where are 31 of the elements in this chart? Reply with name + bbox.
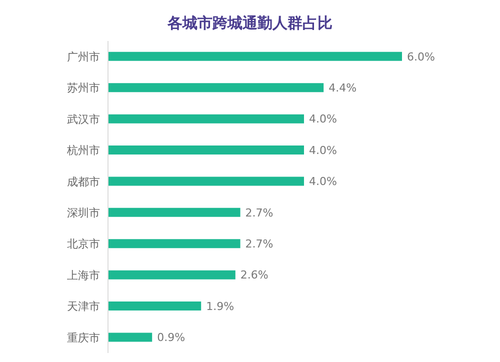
- data-label: 4.0%: [309, 175, 337, 188]
- bar: [108, 114, 304, 124]
- y-tick-label: 深圳市: [67, 206, 100, 220]
- chart-title: 各城市跨城通勤人群占比: [166, 13, 334, 34]
- bar: [108, 270, 236, 280]
- y-tick-label: 重庆市: [67, 331, 100, 344]
- y-tick-label: 成都市: [67, 175, 100, 188]
- bar: [108, 83, 324, 92]
- data-label: 2.7%: [245, 206, 274, 220]
- y-tick-label: 杭州市: [66, 144, 100, 158]
- data-label: 4.4%: [328, 82, 357, 95]
- data-label: 2.7%: [245, 238, 274, 251]
- bar: [108, 302, 202, 311]
- data-label: 6.0%: [407, 50, 435, 64]
- bar: [108, 239, 240, 248]
- y-tick-label: 广州市: [67, 50, 100, 64]
- y-tick-label: 北京市: [67, 238, 100, 251]
- y-tick-label: 苏州市: [67, 82, 100, 95]
- data-label: 0.9%: [157, 331, 186, 344]
- data-label: 2.6%: [240, 268, 268, 282]
- bar: [108, 146, 304, 155]
- data-label: 4.0%: [309, 144, 337, 157]
- bar: [108, 52, 402, 61]
- bar: [108, 332, 152, 342]
- bar: [108, 176, 304, 186]
- data-label: 1.9%: [206, 300, 234, 313]
- y-tick-label: 天津市: [67, 300, 100, 314]
- y-tick-label: 武汉市: [67, 112, 100, 126]
- y-tick-label: 上海市: [67, 268, 100, 282]
- data-label: 4.0%: [309, 112, 337, 126]
- bar: [108, 208, 240, 217]
